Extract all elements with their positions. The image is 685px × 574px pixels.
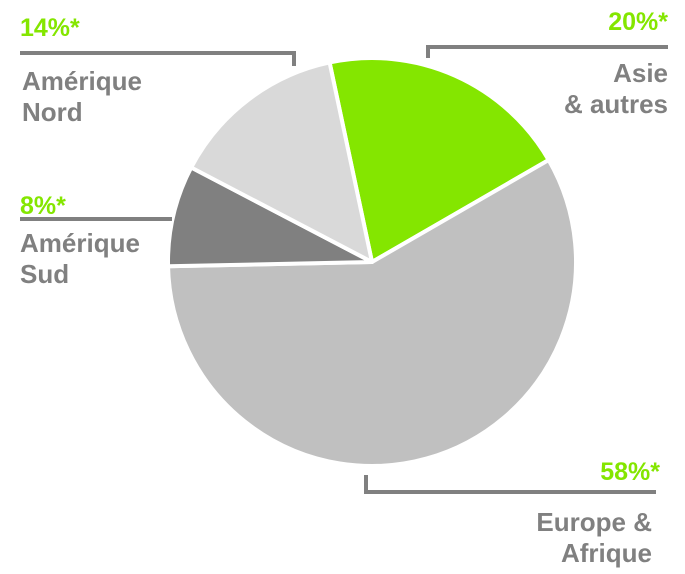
value-label: 20%* <box>608 8 668 36</box>
category-label: Asie & autres <box>563 58 668 119</box>
leader-line <box>20 51 296 66</box>
value-label: 8%* <box>20 192 66 220</box>
value-label: 14%* <box>20 14 80 42</box>
value-label: 58%* <box>600 458 660 486</box>
leader-line <box>364 475 656 494</box>
category-label: Amérique Nord <box>22 66 142 127</box>
pie-slice <box>166 158 578 468</box>
pie-slice <box>327 56 551 264</box>
leader-line <box>426 45 668 58</box>
category-label: Europe & Afrique <box>536 507 652 568</box>
pie-slice <box>189 60 374 264</box>
leader-lines <box>20 45 668 494</box>
category-label: Amérique Sud <box>20 228 140 289</box>
